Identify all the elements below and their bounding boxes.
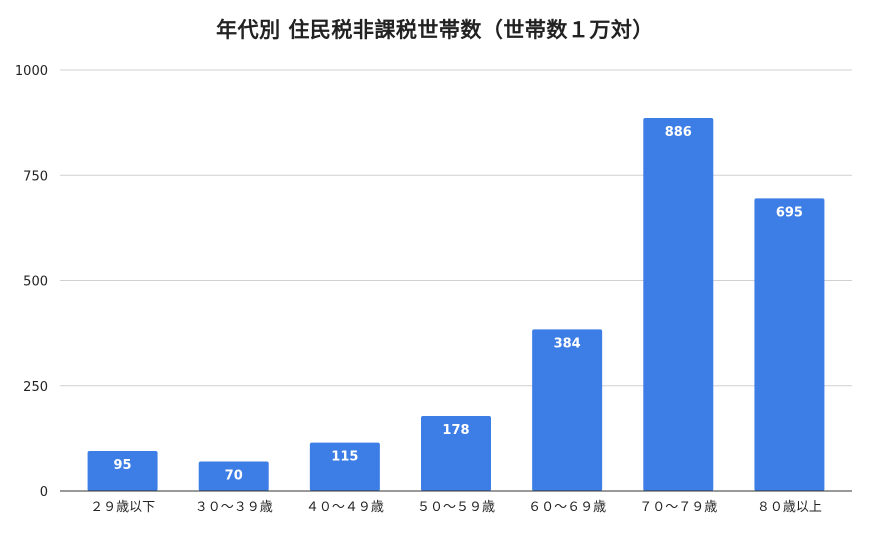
bar-value-label: 695 (776, 205, 803, 220)
category-label: ８０歳以上 (757, 500, 822, 515)
y-axis-ticks: 0 250 500 750 1000 (15, 64, 48, 500)
bar-value-label: 115 (331, 450, 358, 465)
bar (87, 451, 158, 491)
y-tick-label: 250 (23, 380, 48, 395)
bar (754, 198, 825, 491)
y-tick-label: 0 (40, 485, 48, 500)
bar-value-label: 886 (665, 125, 692, 140)
bar-value-label: 384 (554, 336, 581, 351)
gridlines (60, 69, 852, 387)
chart-title: 年代別 住民税非課税世帯数（世帯数１万対） (216, 18, 654, 42)
y-tick-label: 500 (23, 275, 48, 290)
bar (198, 461, 269, 491)
bars (87, 117, 825, 491)
bar (421, 416, 491, 491)
data-labels: 95 70 115 178 384 886 695 (114, 125, 803, 484)
bar (532, 329, 603, 491)
bar-value-label: 70 (225, 469, 243, 484)
y-tick-label: 1000 (15, 64, 48, 79)
bar (643, 117, 714, 491)
y-tick-label: 750 (23, 169, 48, 184)
category-label: ２９歳以下 (90, 500, 155, 515)
category-label: ５０〜５９歳 (417, 500, 495, 515)
category-label: ３０〜３９歳 (195, 500, 273, 515)
category-label: ７０〜７９歳 (639, 500, 717, 515)
bar-value-label: 178 (442, 423, 469, 438)
bar (309, 442, 380, 491)
bar-value-label: 95 (114, 458, 132, 473)
x-axis-categories: ２９歳以下 ３０〜３９歳 ４０〜４９歳 ５０〜５９歳 ６０〜６９歳 ７０〜７９歳 ８０歳以上 (90, 500, 822, 515)
category-label: ６０〜６９歳 (528, 500, 606, 515)
category-label: ４０〜４９歳 (306, 500, 384, 515)
